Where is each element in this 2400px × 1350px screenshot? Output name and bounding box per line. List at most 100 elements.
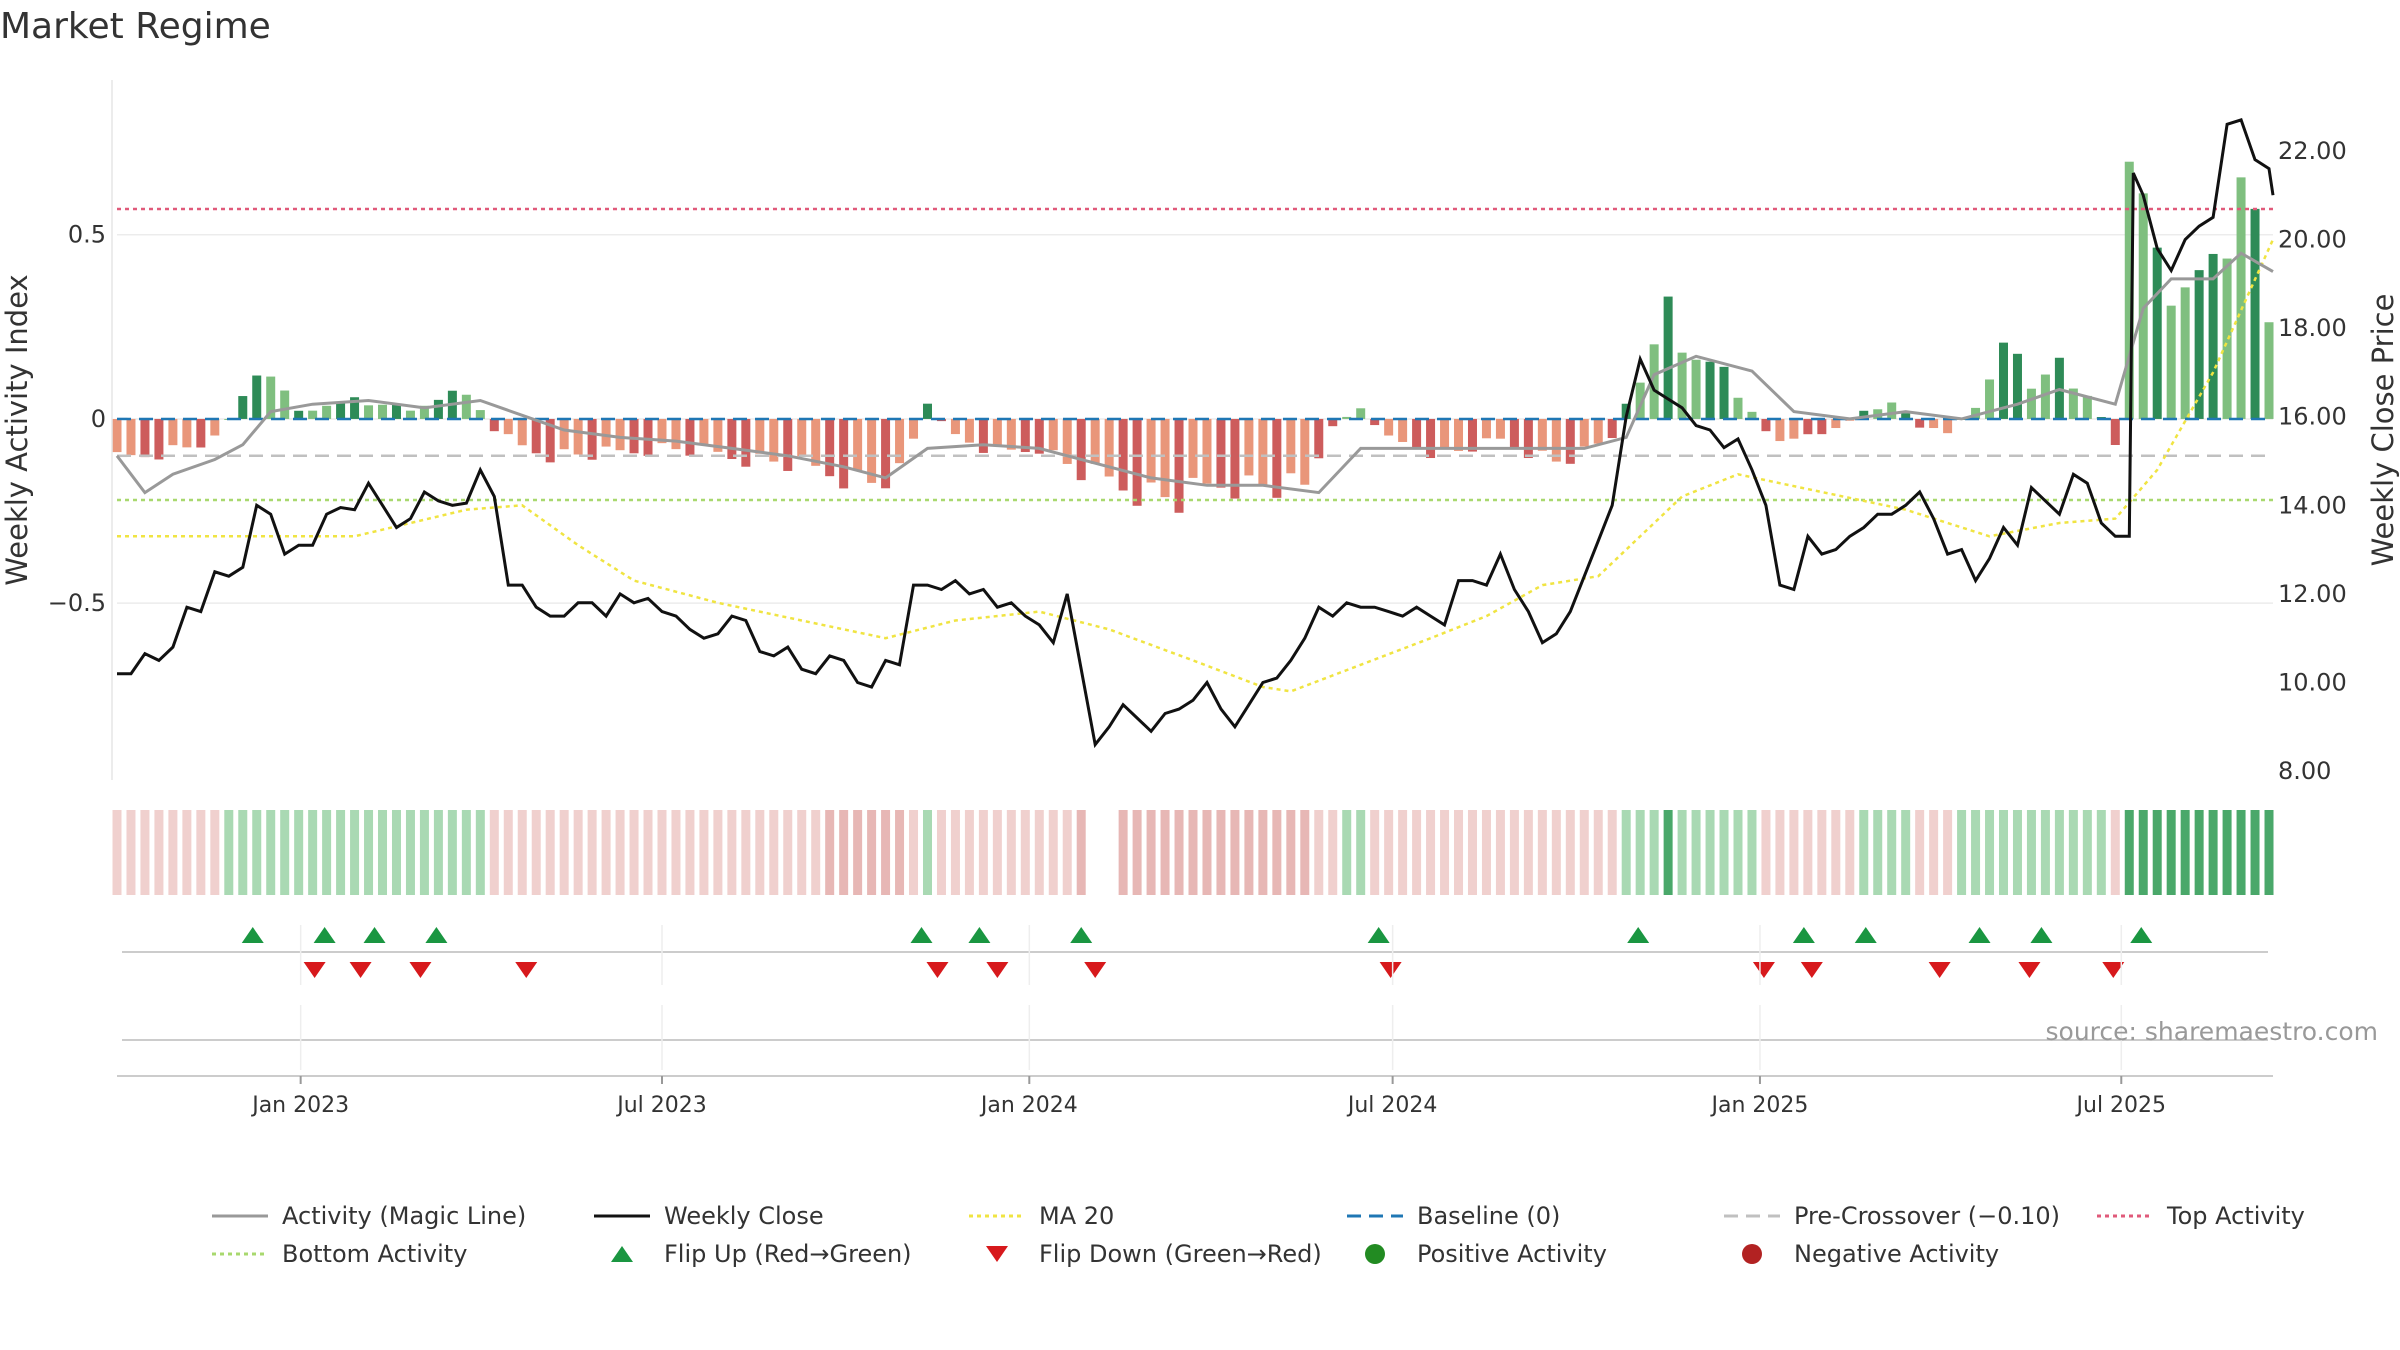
activity-bar: [2250, 208, 2260, 419]
regime-cell: [2012, 810, 2022, 895]
activity-bar: [1887, 402, 1897, 419]
activity-bar: [559, 418, 569, 450]
activity-bar: [1635, 382, 1645, 419]
activity-bar: [2236, 177, 2246, 419]
regime-strip: [112, 810, 2274, 895]
regime-cell: [2264, 810, 2274, 895]
legend-item: Flip Up (Red→Green): [592, 1240, 912, 1268]
regime-cell: [1859, 810, 1869, 895]
activity-bar: [699, 418, 709, 446]
regime-cell: [769, 810, 779, 895]
flip-up-marker: [1070, 927, 1093, 943]
activity-bar: [140, 418, 150, 458]
regime-cell: [1803, 810, 1813, 895]
legend-label: Activity (Magic Line): [282, 1202, 527, 1230]
activity-bar: [280, 390, 290, 419]
regime-cell: [1831, 810, 1841, 895]
activity-bar: [364, 405, 374, 419]
regime-cell: [1342, 810, 1352, 895]
regime-cell: [825, 810, 835, 895]
source-label: source: sharemaestro.com: [2046, 1017, 2379, 1046]
regime-cell: [629, 810, 639, 895]
legend-line-swatch: [2097, 1214, 2153, 1218]
regime-cell: [1314, 810, 1324, 895]
regime-cell: [1663, 810, 1673, 895]
activity-bar: [1929, 418, 1939, 429]
regime-cell: [2236, 810, 2246, 895]
activity-bar: [1132, 418, 1142, 506]
activity-bar: [378, 404, 388, 419]
activity-bar: [1160, 418, 1170, 498]
legend-label: Bottom Activity: [282, 1240, 468, 1268]
activity-bar: [1076, 418, 1086, 481]
activity-bar: [1216, 418, 1226, 488]
activity-bar: [2208, 253, 2218, 419]
flip-down-marker: [1800, 962, 1823, 978]
flip-down-marker: [986, 962, 1009, 978]
right-tick-label: 14.00: [2278, 491, 2347, 519]
regime-cell: [2194, 810, 2204, 895]
activity-bar: [405, 410, 415, 419]
activity-bar: [1426, 418, 1436, 459]
flip-down-marker: [409, 962, 432, 978]
activity-bar: [182, 418, 192, 448]
activity-bar: [839, 418, 849, 489]
regime-cell: [391, 810, 401, 895]
magic-line: [115, 251, 2274, 495]
legend-line-swatch: [1724, 1214, 1780, 1218]
regime-cell: [936, 810, 946, 895]
regime-cell: [447, 810, 457, 895]
regime-cell: [797, 810, 807, 895]
activity-bar: [419, 405, 429, 419]
flip-up-marker: [425, 927, 448, 943]
activity-bar: [1481, 418, 1491, 439]
regime-cell: [741, 810, 751, 895]
activity-bar: [713, 418, 723, 452]
activity-bar: [1300, 418, 1310, 485]
activity-bar: [1454, 418, 1464, 451]
regime-cell: [2208, 810, 2218, 895]
activity-bar: [992, 418, 1002, 447]
regime-cell: [1356, 810, 1366, 895]
regime-cell: [182, 810, 192, 895]
regime-cell: [1328, 810, 1338, 895]
regime-cell: [1467, 810, 1477, 895]
legend-line-swatch: [212, 1252, 268, 1256]
regime-cell: [1691, 810, 1701, 895]
activity-bar: [741, 418, 751, 467]
regime-cell: [1705, 810, 1715, 895]
flip-up-marker: [910, 927, 933, 943]
regime-cell: [853, 810, 863, 895]
activity-bar: [978, 418, 988, 453]
legend-label: Top Activity: [2167, 1202, 2305, 1230]
regime-cell: [783, 810, 793, 895]
legend-dot-swatch: [1365, 1244, 1385, 1264]
weekly-close-line: [117, 118, 2275, 749]
activity-bar: [1090, 418, 1100, 464]
regime-cell: [1565, 810, 1575, 895]
regime-cell: [2250, 810, 2260, 895]
activity-bar: [671, 418, 681, 450]
regime-cell: [1733, 810, 1743, 895]
activity-bar: [1901, 413, 1911, 419]
activity-bar: [112, 418, 122, 453]
regime-cell: [922, 810, 932, 895]
activity-bar: [1537, 418, 1547, 451]
regime-cell: [1873, 810, 1883, 895]
activity-bar: [2180, 287, 2190, 419]
activity-bar: [294, 410, 304, 419]
regime-cell: [1775, 810, 1785, 895]
legend-label: Pre-Crossover (−0.10): [1794, 1202, 2061, 1230]
regime-cell: [685, 810, 695, 895]
regime-cell: [405, 810, 415, 895]
regime-cell: [1649, 810, 1659, 895]
x-tick-label: Jan 2024: [979, 1093, 1078, 1118]
x-tick-label: Jul 2025: [2075, 1093, 2167, 1118]
activity-bar: [950, 418, 960, 435]
regime-cell: [336, 810, 346, 895]
activity-bar: [1761, 418, 1771, 432]
regime-cell: [322, 810, 332, 895]
regime-cell: [1412, 810, 1422, 895]
legend-triangle-swatch: [611, 1246, 633, 1262]
regime-cell: [671, 810, 681, 895]
